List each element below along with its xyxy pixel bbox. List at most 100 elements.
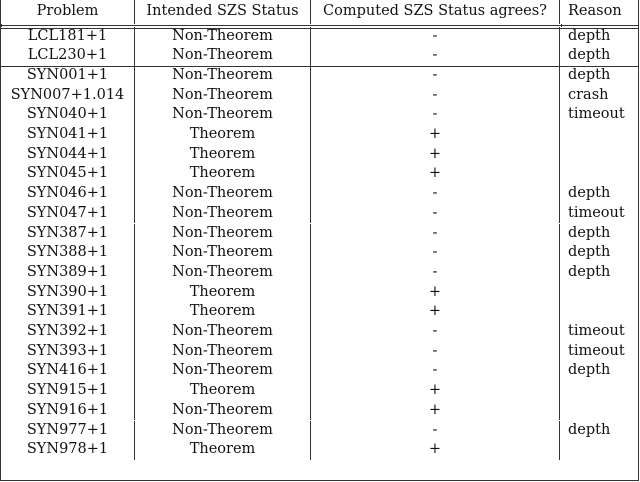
problem-cell: SYN978+1 [1, 440, 135, 460]
table-row: SYN392+1 Non-Theorem - timeout [1, 322, 638, 342]
agrees-cell: + [311, 164, 560, 185]
reason-cell: depth [568, 47, 611, 64]
problem-cell: SYN393+1 [1, 341, 135, 362]
problem-cell: SYN007+1.014 [1, 85, 135, 106]
problem-cell: SYN387+1 [1, 223, 135, 244]
intended-status-cell: Theorem [135, 282, 311, 303]
table-row: SYN977+1 Non-Theorem - depth [1, 420, 638, 441]
reason-cell [560, 381, 638, 401]
table-row: SYN416+1 Non-Theorem - depth [1, 361, 638, 382]
table-row: SYN388+1 Non-Theorem - depth [1, 243, 638, 263]
reason-cell: depth [568, 66, 611, 83]
reason-cell: timeout [568, 323, 625, 339]
reason-cell: depth [568, 421, 611, 438]
agrees-cell: - [311, 243, 560, 263]
intended-status-cell: Theorem [135, 381, 311, 401]
table-row: SYN387+1 Non-Theorem - depth [1, 223, 638, 244]
reason-cell: depth [568, 224, 611, 241]
reason-cell [560, 164, 638, 184]
reason-cell [560, 401, 638, 421]
table-row: SYN389+1 Non-Theorem - depth [1, 262, 638, 283]
reason-cell: depth [568, 362, 611, 379]
intended-status-cell: Non-Theorem [135, 65, 311, 86]
intended-status-cell: Theorem [135, 125, 311, 145]
agrees-cell: - [311, 46, 560, 66]
problem-cell: LCL181+1 [1, 26, 135, 47]
problem-cell: SYN047+1 [1, 203, 135, 224]
problem-cell: SYN040+1 [1, 105, 135, 125]
intended-status-cell: Non-Theorem [135, 105, 311, 125]
problem-cell: SYN388+1 [1, 243, 135, 263]
intended-status-cell: Theorem [135, 164, 311, 185]
table-row: SYN041+1 Theorem + [1, 125, 638, 145]
divider [561, 24, 562, 27]
reason-cell: timeout [568, 106, 625, 123]
problem-cell: SYN392+1 [1, 322, 135, 342]
problem-cell: SYN977+1 [1, 420, 135, 441]
reason-cell [560, 302, 638, 322]
intended-status-cell: Theorem [135, 440, 311, 460]
intended-status-cell: Theorem [135, 302, 311, 322]
reason-cell: depth [568, 244, 611, 261]
reason-cell [560, 440, 638, 460]
intended-status-cell: Non-Theorem [135, 203, 311, 224]
reason-cell: timeout [568, 204, 625, 221]
problem-cell: SYN389+1 [1, 262, 135, 283]
agrees-cell: - [311, 105, 560, 125]
header-intended-status: Intended SZS Status [135, 0, 311, 24]
intended-status-cell: Non-Theorem [135, 85, 311, 106]
table-row: SYN044+1 Theorem + [1, 144, 638, 165]
header-rule-bottom [1, 28, 638, 29]
intended-status-cell: Non-Theorem [135, 184, 311, 204]
agrees-cell: + [311, 282, 560, 303]
table-row: SYN001+1 Non-Theorem - depth [1, 65, 638, 86]
reason-cell: depth [568, 263, 611, 280]
agrees-cell: - [311, 203, 560, 224]
agrees-cell: + [311, 381, 560, 401]
problem-cell: SYN041+1 [1, 125, 135, 145]
intended-status-cell: Non-Theorem [135, 26, 311, 47]
agrees-cell: + [311, 125, 560, 145]
table-row: SYN393+1 Non-Theorem - timeout [1, 341, 638, 362]
reason-cell: timeout [568, 342, 625, 359]
table-row: SYN007+1.014 Non-Theorem - crash [1, 85, 638, 106]
group-divider [1, 65, 638, 67]
agrees-cell: + [311, 440, 560, 460]
agrees-cell: - [311, 341, 560, 362]
problem-cell: LCL230+1 [1, 46, 135, 66]
problem-cell: SYN915+1 [1, 381, 135, 401]
reason-cell: crash [568, 86, 609, 103]
table-row: SYN040+1 Non-Theorem - timeout [1, 105, 638, 125]
problem-cell: SYN391+1 [1, 302, 135, 322]
table-header-row: Problem Intended SZS Status Computed SZS… [1, 0, 638, 24]
header-computed-agrees: Computed SZS Status agrees? [311, 0, 560, 24]
table-row: SYN390+1 Theorem + [1, 282, 638, 303]
agrees-cell: + [311, 302, 560, 322]
problem-cell: SYN045+1 [1, 164, 135, 185]
table-row: LCL230+1 Non-Theorem - depth [1, 46, 638, 66]
problem-cell: SYN046+1 [1, 184, 135, 204]
intended-status-cell: Non-Theorem [135, 341, 311, 362]
intended-status-cell: Non-Theorem [135, 322, 311, 342]
table-row: SYN915+1 Theorem + [1, 381, 638, 401]
table-row: SYN391+1 Theorem + [1, 302, 638, 322]
reason-cell: depth [568, 27, 611, 44]
table-row: SYN046+1 Non-Theorem - depth [1, 184, 638, 204]
table-row: SYN916+1 Non-Theorem + [1, 400, 638, 421]
problem-cell: SYN916+1 [1, 400, 135, 421]
intended-status-cell: Non-Theorem [135, 243, 311, 263]
agrees-cell: - [311, 85, 560, 106]
agrees-cell: - [311, 26, 560, 47]
intended-status-cell: Non-Theorem [135, 46, 311, 66]
agrees-cell: - [311, 262, 560, 283]
intended-status-cell: Non-Theorem [135, 420, 311, 441]
agrees-cell: - [311, 420, 560, 441]
agrees-cell: - [311, 184, 560, 204]
table-row: LCL181+1 Non-Theorem - depth [1, 26, 638, 47]
agrees-cell: + [311, 400, 560, 421]
agrees-cell: - [311, 361, 560, 382]
reason-cell [560, 125, 638, 145]
table-row: SYN045+1 Theorem + [1, 164, 638, 185]
intended-status-cell: Non-Theorem [135, 223, 311, 244]
header-problem: Problem [1, 0, 135, 24]
